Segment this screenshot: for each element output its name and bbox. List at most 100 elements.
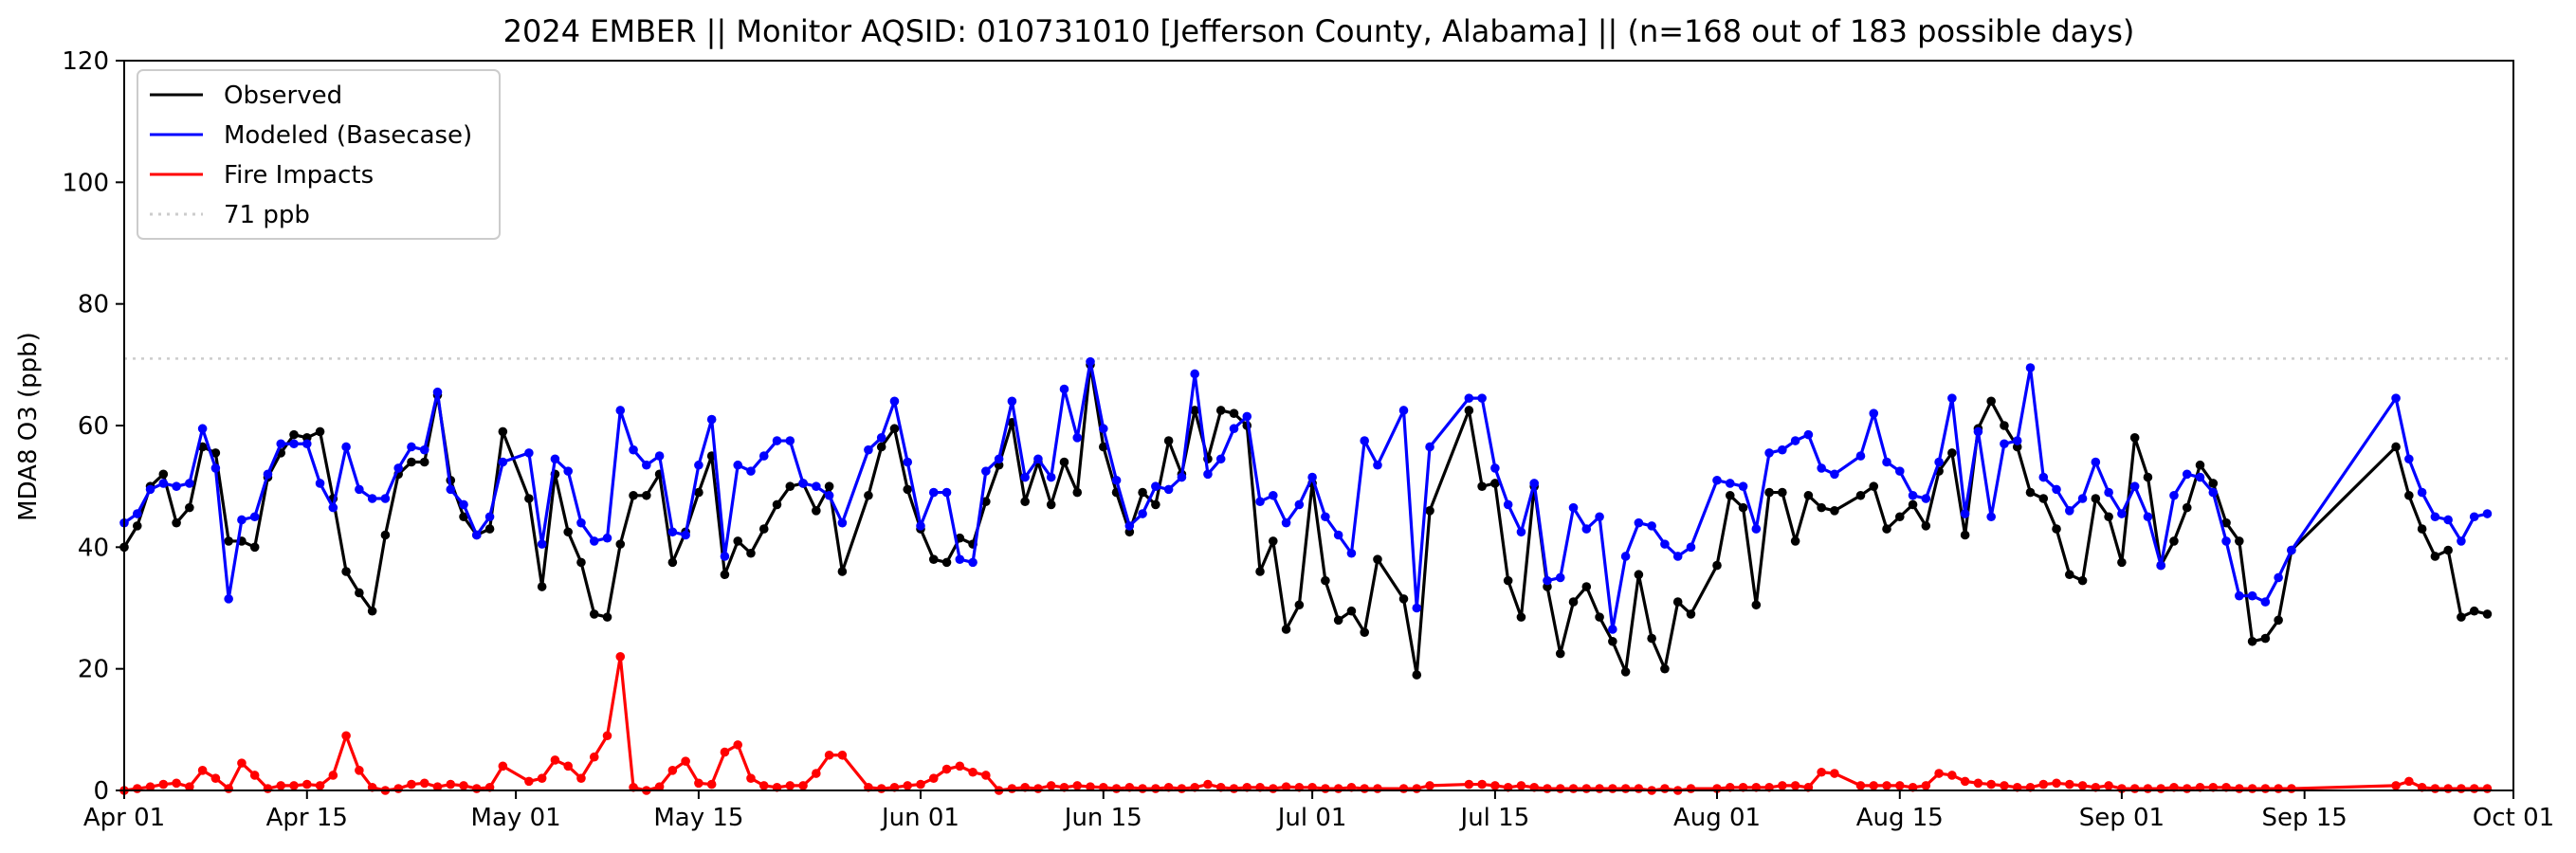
data-point-observed [1151, 499, 1160, 510]
data-point-modeled [1072, 433, 1083, 443]
data-point-observed [1660, 663, 1670, 674]
data-point-modeled [1894, 466, 1905, 476]
series-modeled [119, 356, 2493, 634]
data-point-observed [524, 494, 534, 503]
data-point-observed [876, 442, 886, 452]
legend-label-fire: Fire Impacts [224, 161, 374, 190]
data-point-modeled [629, 445, 638, 455]
data-point-observed [563, 527, 573, 537]
data-point-modeled [1855, 451, 1866, 461]
data-point-observed [1555, 648, 1565, 659]
data-point-fire-impacts [1543, 784, 1552, 793]
x-tick-label: May 01 [471, 804, 561, 832]
data-point-observed [2117, 557, 2127, 568]
data-point-fire-impacts [145, 782, 155, 791]
data-point-observed [2129, 433, 2140, 443]
data-point-modeled [1360, 436, 1369, 445]
data-point-modeled [1229, 424, 1239, 434]
data-point-modeled [1255, 497, 1265, 507]
data-point-observed [981, 497, 991, 507]
data-point-observed [1568, 597, 1579, 607]
data-point-observed [1098, 442, 1108, 452]
data-point-modeled [615, 406, 626, 415]
data-point-fire-impacts [1229, 784, 1239, 793]
data-point-fire-impacts [1882, 781, 1891, 790]
data-point-observed [185, 502, 194, 513]
data-point-modeled [994, 454, 1004, 464]
data-point-fire-impacts [1360, 784, 1369, 793]
data-point-observed [1764, 487, 1774, 498]
data-point-modeled [2221, 536, 2231, 546]
data-point-fire-impacts [720, 747, 730, 757]
data-point-modeled [1294, 499, 1305, 510]
data-point-fire-impacts [1086, 782, 1095, 791]
data-point-fire-impacts [498, 761, 508, 771]
data-point-observed [758, 524, 769, 534]
data-point-modeled [1163, 484, 1174, 495]
data-point-observed [1059, 457, 1069, 467]
data-point-observed [889, 424, 900, 434]
data-point-fire-impacts [301, 779, 312, 789]
data-point-fire-impacts [524, 776, 534, 787]
data-point-modeled [1007, 396, 1017, 407]
data-point-modeled [301, 439, 312, 449]
legend: Observed Modeled (Basecase) Fire Impacts… [137, 69, 501, 240]
data-point-observed [1269, 536, 1278, 546]
data-point-modeled [1529, 479, 1540, 488]
data-point-fire-impacts [941, 764, 952, 774]
data-point-fire-impacts [1778, 781, 1787, 790]
data-point-modeled [706, 414, 717, 425]
data-point-modeled [968, 557, 977, 568]
data-point-fire-impacts [2247, 784, 2257, 793]
data-point-observed [2235, 536, 2244, 546]
data-point-modeled [355, 484, 364, 495]
data-point-modeled [1947, 393, 1957, 403]
data-point-observed [1647, 633, 1656, 644]
data-point-modeled [576, 517, 586, 528]
data-point-modeled [1033, 454, 1043, 464]
data-point-fire-impacts [706, 779, 717, 789]
data-point-observed [2469, 606, 2479, 616]
data-point-modeled [1111, 475, 1122, 485]
data-point-fire-impacts [916, 779, 925, 789]
data-point-modeled [1333, 530, 1343, 540]
data-point-observed [824, 481, 834, 491]
data-point-fire-impacts [1921, 781, 1931, 790]
data-point-observed [1869, 481, 1879, 491]
data-point-modeled [1908, 490, 1918, 500]
data-point-observed [1464, 406, 1474, 415]
data-point-modeled [1215, 454, 1226, 464]
data-point-observed [1072, 487, 1083, 498]
data-point-modeled [459, 499, 468, 510]
data-point-fire-impacts [1373, 784, 1382, 793]
data-point-fire-impacts [812, 769, 821, 778]
data-point-observed [2182, 502, 2192, 513]
data-point-modeled [550, 454, 560, 464]
data-point-modeled [446, 484, 456, 495]
data-point-modeled [249, 512, 260, 522]
data-point-fire-impacts [1321, 784, 1330, 793]
data-point-observed [172, 517, 181, 528]
data-point-modeled [1477, 393, 1487, 403]
data-point-fire-impacts [1947, 771, 1957, 780]
data-point-modeled [955, 554, 965, 564]
data-point-modeled [2260, 597, 2271, 607]
data-point-observed [1255, 567, 1265, 576]
data-point-observed [1620, 667, 1631, 677]
data-point-observed [341, 567, 351, 576]
data-point-observed [1608, 636, 1617, 646]
data-point-fire-impacts [785, 781, 795, 790]
data-point-fire-impacts [355, 766, 364, 775]
data-point-observed [498, 426, 508, 437]
data-point-modeled [172, 481, 181, 491]
data-point-fire-impacts [1934, 769, 1944, 778]
data-point-observed [667, 557, 678, 568]
data-point-modeled [1595, 512, 1604, 522]
data-point-modeled [1764, 448, 1774, 458]
data-point-observed [210, 448, 221, 458]
data-point-fire-impacts [1151, 784, 1160, 793]
data-point-observed [642, 490, 651, 500]
x-tick-label: Sep 15 [2261, 804, 2347, 832]
data-point-observed [1581, 582, 1592, 591]
data-point-fire-impacts [602, 731, 612, 741]
